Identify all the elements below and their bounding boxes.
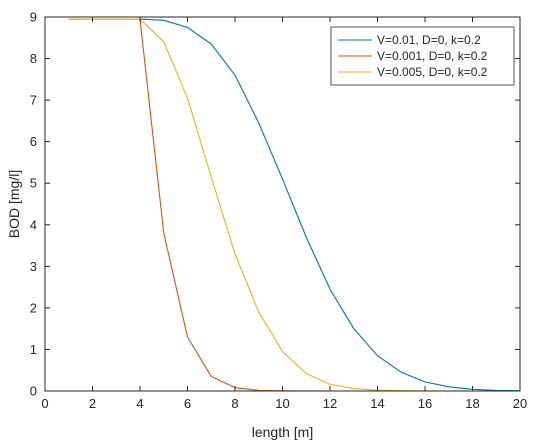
x-axis-ticks: 0 2 4 6 8 10 12 14 16 18 20 [41,17,527,411]
y-tick-label: 3 [30,259,37,274]
y-tick-label: 5 [30,176,37,191]
x-tick-label: 14 [370,396,384,411]
legend: V=0.01, D=0, k=0.2 V=0.001, D=0, k=0.2 V=0… [330,26,515,86]
x-tick-label: 20 [513,396,527,411]
legend-label-3: V=0.005, D=0, k=0.2 [377,65,488,79]
x-tick-label: 2 [89,396,96,411]
series-line-1 [68,18,521,392]
x-tick-label: 4 [136,396,143,411]
x-tick-label: 8 [231,396,238,411]
y-axis-label: BOD [mg/l] [6,170,22,238]
x-tick-label: 0 [41,396,48,411]
y-tick-label: 1 [30,342,37,357]
y-axis-ticks: 0 1 2 3 4 5 6 7 8 9 [30,10,520,399]
legend-label-2: V=0.001, D=0, k=0.2 [377,49,488,63]
x-tick-label: 10 [275,396,289,411]
x-axis-label: length [m] [252,424,313,440]
y-tick-label: 7 [30,93,37,108]
x-tick-label: 6 [184,396,191,411]
x-tick-label: 18 [465,396,479,411]
y-tick-label: 4 [30,217,37,232]
legend-label-1: V=0.01, D=0, k=0.2 [377,33,481,47]
x-tick-label: 16 [418,396,432,411]
x-tick-label: 12 [323,396,337,411]
y-tick-label: 8 [30,51,37,66]
y-tick-label: 9 [30,10,37,25]
y-tick-label: 6 [30,134,37,149]
y-tick-label: 0 [30,384,37,399]
y-tick-label: 2 [30,300,37,315]
